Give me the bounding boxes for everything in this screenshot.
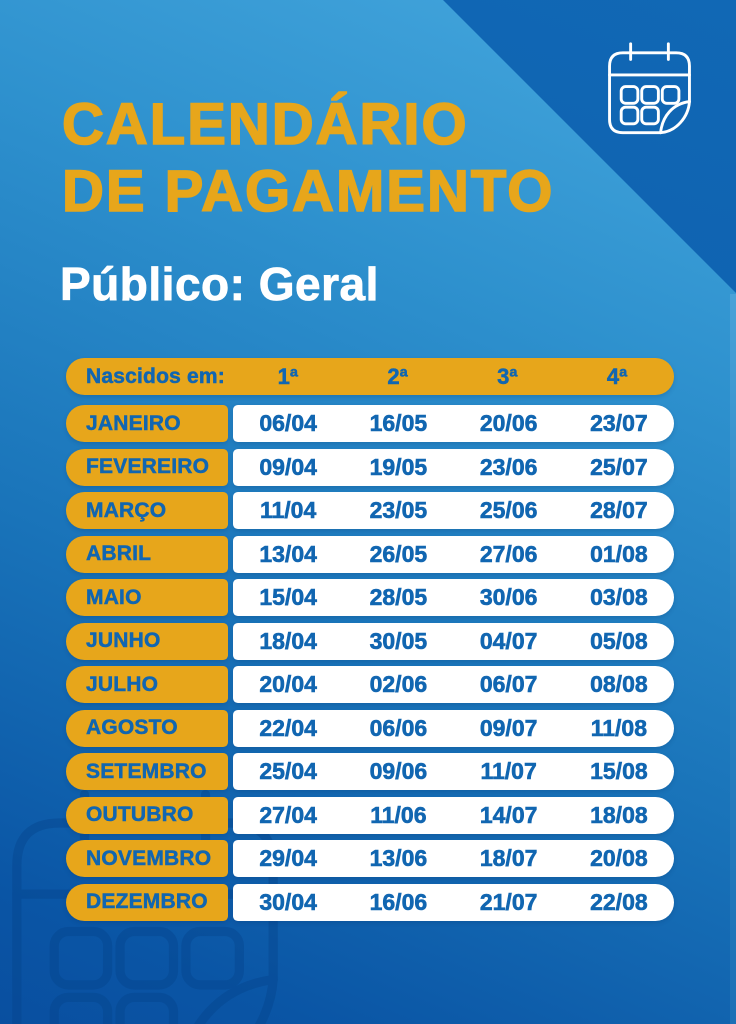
date-cell: 11/06 <box>370 801 427 828</box>
date-cell: 20/04 <box>259 671 317 698</box>
month-label: JANEIRO <box>66 405 228 442</box>
date-cell: 13/06 <box>369 845 428 872</box>
right-edge-strip-decoration <box>730 294 736 1024</box>
row-dates: 09/04 19/05 23/06 25/07 <box>233 448 674 486</box>
month-label: FEVEREIRO <box>66 448 228 486</box>
date-cell: 30/06 <box>479 584 538 611</box>
date-cell: 06/06 <box>369 714 428 741</box>
date-cell: 09/07 <box>479 714 538 741</box>
column-header: 3ª <box>497 363 518 389</box>
table-row: SETEMBRO 25/04 09/06 11/07 15/08 <box>66 753 674 790</box>
table-row: MARÇO 11/04 23/05 25/06 28/07 <box>66 492 674 529</box>
month-label: NOVEMBRO <box>66 840 228 877</box>
date-cell: 23/06 <box>479 453 538 480</box>
table-row: OUTUBRO 27/04 11/06 14/07 18/08 <box>66 796 674 834</box>
date-cell: 11/07 <box>480 758 537 785</box>
table-row: ABRIL 13/04 26/05 27/06 01/08 <box>66 535 674 573</box>
table-row: JULHO 20/04 02/06 06/07 08/08 <box>66 666 674 703</box>
date-cell: 22/04 <box>259 714 317 741</box>
month-label: ABRIL <box>66 535 228 573</box>
row-dates: 13/04 26/05 27/06 01/08 <box>233 535 674 573</box>
date-cell: 16/06 <box>369 888 428 915</box>
date-cell: 02/06 <box>369 671 428 698</box>
table-header-columns: 1ª 2ª 3ª 4ª <box>233 363 674 390</box>
date-cell: 11/04 <box>259 497 317 524</box>
page-title-line1: CALENDÁRIO <box>61 92 469 157</box>
date-cell: 25/07 <box>590 453 648 480</box>
date-cell: 15/04 <box>259 584 317 611</box>
date-cell: 28/07 <box>590 497 648 524</box>
date-cell: 26/05 <box>369 540 428 567</box>
date-cell: 06/07 <box>479 671 538 698</box>
table-row: FEVEREIRO 09/04 19/05 23/06 25/07 <box>66 448 674 486</box>
row-dates: 30/04 16/06 21/07 22/08 <box>233 883 674 921</box>
date-cell: 16/05 <box>369 410 428 437</box>
date-cell: 09/06 <box>369 758 428 785</box>
date-cell: 27/06 <box>479 540 538 567</box>
date-cell: 09/04 <box>259 453 317 480</box>
table-row: JANEIRO 06/04 16/05 20/06 23/07 <box>66 405 674 442</box>
date-cell: 21/07 <box>479 888 538 915</box>
date-cell: 20/08 <box>590 845 648 872</box>
date-cell: 05/08 <box>590 627 648 654</box>
table-row: DEZEMBRO 30/04 16/06 21/07 22/08 <box>66 883 674 921</box>
table-row: NOVEMBRO 29/04 13/06 18/07 20/08 <box>66 840 674 877</box>
date-cell: 01/08 <box>590 540 648 567</box>
month-label: MAIO <box>66 579 228 616</box>
row-dates: 29/04 13/06 18/07 20/08 <box>233 840 674 877</box>
date-cell: 15/08 <box>590 758 648 785</box>
date-cell: 30/04 <box>259 888 317 915</box>
row-dates: 11/04 23/05 25/06 28/07 <box>233 492 674 529</box>
date-cell: 20/06 <box>479 410 538 437</box>
date-cell: 18/04 <box>259 627 317 654</box>
row-dates: 27/04 11/06 14/07 18/08 <box>233 796 674 834</box>
month-label: OUTUBRO <box>66 796 228 834</box>
month-label: JUNHO <box>66 622 228 660</box>
date-cell: 23/07 <box>590 410 648 437</box>
date-cell: 25/04 <box>259 758 317 785</box>
date-cell: 28/05 <box>369 584 428 611</box>
row-dates: 25/04 09/06 11/07 15/08 <box>233 753 674 790</box>
month-label: DEZEMBRO <box>66 883 228 921</box>
date-cell: 23/05 <box>369 497 428 524</box>
date-cell: 06/04 <box>259 410 317 437</box>
column-header: 1ª <box>277 363 299 389</box>
date-cell: 22/08 <box>590 888 648 915</box>
row-dates: 15/04 28/05 30/06 03/08 <box>233 579 674 616</box>
row-dates: 06/04 16/05 20/06 23/07 <box>233 405 674 442</box>
date-cell: 18/07 <box>479 845 538 872</box>
date-cell: 25/06 <box>479 497 538 524</box>
date-cell: 04/07 <box>479 627 538 654</box>
month-label: AGOSTO <box>66 709 228 747</box>
column-header: 4ª <box>606 363 628 389</box>
page-title-line2: DE PAGAMENTO <box>61 159 555 224</box>
date-cell: 14/07 <box>479 801 538 828</box>
table-header-row: Nascidos em: 1ª 2ª 3ª 4ª <box>66 358 674 395</box>
month-label: JULHO <box>66 666 228 703</box>
date-cell: 11/08 <box>590 714 648 741</box>
audience-subtitle: Público: Geral <box>60 258 379 310</box>
date-cell: 13/04 <box>259 540 317 567</box>
row-dates: 20/04 02/06 06/07 08/08 <box>233 666 674 703</box>
row-dates: 18/04 30/05 04/07 05/08 <box>233 622 674 660</box>
date-cell: 18/08 <box>590 801 648 828</box>
date-cell: 08/08 <box>590 671 648 698</box>
row-dates: 22/04 06/06 09/07 11/08 <box>233 709 674 747</box>
date-cell: 03/08 <box>590 584 648 611</box>
table-rows: JANEIRO 06/04 16/05 20/06 23/07 FEVEREIRO 09/0… <box>66 405 674 921</box>
table-row: AGOSTO 22/04 06/06 09/07 11/08 <box>66 709 674 747</box>
month-label: MARÇO <box>66 492 228 529</box>
payment-table: Nascidos em: 1ª 2ª 3ª 4ª JANEIRO 06/04 16/… <box>66 358 674 921</box>
date-cell: 19/05 <box>369 453 428 480</box>
table-header-label: Nascidos em: <box>86 364 225 388</box>
table-row: MAIO 15/04 28/05 30/06 03/08 <box>66 579 674 616</box>
date-cell: 29/04 <box>259 845 317 872</box>
table-row: JUNHO 18/04 30/05 04/07 05/08 <box>66 622 674 660</box>
column-header: 2ª <box>387 363 408 389</box>
date-cell: 30/05 <box>369 627 428 654</box>
calendar-icon <box>594 35 705 146</box>
month-label: SETEMBRO <box>66 753 228 790</box>
date-cell: 27/04 <box>259 801 317 828</box>
